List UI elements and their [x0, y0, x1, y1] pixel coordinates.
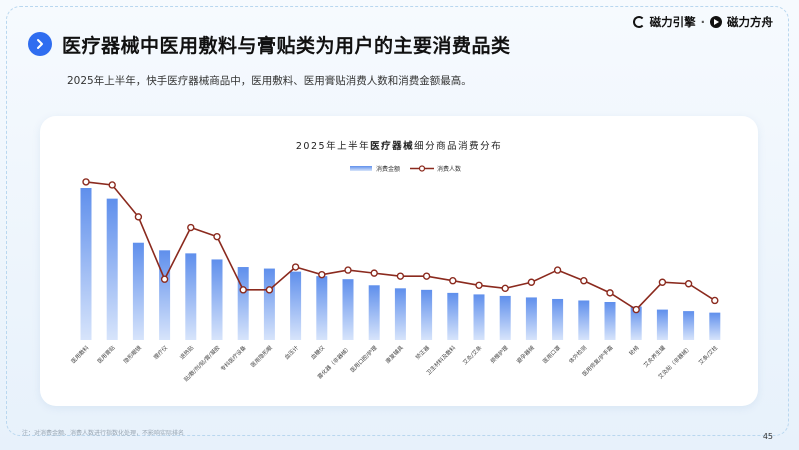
bar-4: [159, 250, 171, 340]
chart-title-suffix: 细分商品消费分布: [414, 140, 502, 152]
legend-bar-swatch: [350, 166, 372, 171]
x-tick-label-13: 康复辅具: [384, 343, 406, 365]
x-tick-label-23: 艾灸养生罐: [642, 343, 667, 368]
line-point-12: [370, 269, 378, 277]
page-title: 医疗器械中医用敷料与膏贴类为用户的主要消费品类: [62, 35, 511, 57]
line-point-19: [553, 266, 562, 274]
chart-title-prefix: 2025年上半年: [296, 140, 370, 152]
bar-5: [185, 253, 197, 340]
slide-frame: [6, 6, 789, 436]
logo-left-text: 磁力引擎: [649, 15, 696, 29]
chart-svg: 2025年上半年医疗器械细分商品消费分布 消费金额 消费人数 医用敷料 医用膏贴隐…: [69, 140, 721, 383]
x-tick-label-7: 专科医疗设备: [219, 343, 248, 372]
x-tick-label-17: 颈椎护理: [488, 343, 510, 365]
bar-8: [263, 268, 275, 340]
x-tick-label-10: 血糖仪: [309, 343, 327, 361]
logo-right-text: 磁力方舟: [727, 15, 773, 29]
x-tick-label-19: 医用口罩: [541, 344, 562, 365]
line-point-9: [291, 263, 300, 271]
x-tick-label-22: 轮椅: [627, 343, 641, 357]
line-point-10: [318, 270, 326, 279]
bar-3: [132, 242, 144, 340]
line-point-15: [449, 277, 457, 285]
line-point-14: [422, 272, 431, 280]
x-tick-label-9: 血压计: [283, 343, 301, 361]
bar-21: [604, 302, 616, 340]
line-point-4: [160, 275, 169, 283]
line-markers: [82, 178, 719, 314]
bar-23: [656, 309, 668, 340]
line-point-8: [265, 286, 274, 294]
bar-15: [447, 292, 459, 340]
bar-2: [106, 198, 118, 340]
line-point-7: [239, 286, 247, 294]
bar-series: [80, 188, 721, 340]
x-tick-label-25: 艾条/艾柱: [697, 343, 720, 366]
line-point-20: [580, 277, 588, 285]
line-point-13: [396, 272, 405, 280]
chart-title: 2025年上半年医疗器械细分商品消费分布: [296, 140, 502, 152]
x-tick-label-3: 隐形眼镜: [122, 343, 144, 365]
bar-17: [499, 295, 511, 340]
line-point-6: [213, 232, 221, 241]
magnet-engine-logo-icon: [632, 16, 645, 28]
x-tick-label-14: 矫正器: [414, 343, 432, 361]
bar-10: [316, 276, 328, 340]
bar-1: [80, 188, 92, 340]
line-point-1: [82, 178, 90, 186]
bar-24: [683, 311, 695, 340]
line-point-23: [658, 278, 667, 286]
chart-card: 2025年上半年医疗器械细分商品消费分布 消费金额 消费人数 医用敷料 医用膏贴隐…: [40, 116, 758, 406]
bar-25: [709, 312, 721, 340]
bar-14: [421, 289, 433, 340]
line-point-21: [606, 289, 614, 297]
bar-12: [368, 285, 380, 340]
page-subtitle: 2025年上半年，快手医疗器械商品中，医用敷料、医用膏贴消费人数和消费金额最高。: [67, 75, 472, 87]
bar-7: [237, 267, 249, 340]
magnet-ark-logo-icon: [710, 16, 722, 28]
legend-line-marker: [418, 165, 426, 172]
line-point-16: [475, 281, 483, 289]
bar-20: [578, 300, 590, 340]
line-point-18: [527, 278, 536, 286]
chart-title-bold: 医疗器械: [370, 140, 414, 152]
legend-line-label: 消费人数: [437, 165, 461, 173]
x-tick-label-20: 体外检测: [567, 343, 589, 365]
x-tick-label-8: 医用隐形眼: [249, 343, 274, 368]
x-tick-label-2: 医用膏贴: [95, 343, 117, 365]
line-point-5: [187, 223, 195, 232]
bar-13: [394, 288, 406, 340]
line-point-22: [632, 305, 640, 314]
x-tick-label-12: 医用口腔/护理: [348, 343, 379, 374]
logo-separator: ·: [700, 15, 705, 29]
x-tick-label-16: 艾灸/艾条: [461, 343, 484, 366]
bar-22: [630, 306, 642, 340]
bar-11: [342, 279, 354, 340]
bar-16: [473, 294, 485, 340]
legend-bar-label: 消费金额: [376, 165, 400, 173]
bar-9: [290, 271, 302, 340]
line-point-17: [501, 284, 509, 293]
line-point-2: [108, 181, 116, 189]
x-tick-label-18: 避孕器械: [515, 343, 537, 365]
bar-19: [552, 298, 564, 340]
footnote: 注：对消费金额、消费人数进行指数化处理，不影响实际排名: [22, 430, 185, 437]
x-tick-label-5: 退热贴: [178, 343, 196, 361]
x-tick-label-1: 医用敷料: [69, 343, 91, 365]
chevron-right-icon: [28, 32, 52, 56]
line-point-11: [344, 266, 352, 274]
brand-logos: 磁力引擎 · 磁力方舟: [632, 14, 773, 30]
chart-legend: 消费金额 消费人数: [350, 165, 461, 173]
line-point-3: [134, 213, 143, 221]
line-point-24: [684, 280, 693, 288]
bar-18: [525, 297, 537, 340]
x-tick-label-4: 理疗仪: [152, 343, 170, 361]
page-number: 45: [762, 432, 773, 441]
bar-6: [211, 259, 223, 340]
line-point-25: [711, 296, 719, 305]
